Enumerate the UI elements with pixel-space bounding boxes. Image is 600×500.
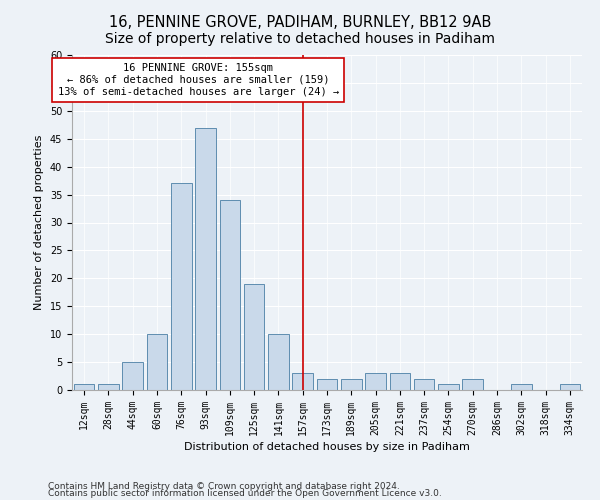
Bar xyxy=(292,373,313,390)
Bar xyxy=(341,379,362,390)
Bar xyxy=(438,384,459,390)
Bar xyxy=(244,284,265,390)
Text: Contains public sector information licensed under the Open Government Licence v3: Contains public sector information licen… xyxy=(48,490,442,498)
Bar xyxy=(414,379,434,390)
Bar xyxy=(220,200,240,390)
Bar xyxy=(268,334,289,390)
Bar xyxy=(98,384,119,390)
Y-axis label: Number of detached properties: Number of detached properties xyxy=(34,135,44,310)
Bar xyxy=(389,373,410,390)
X-axis label: Distribution of detached houses by size in Padiham: Distribution of detached houses by size … xyxy=(184,442,470,452)
Bar xyxy=(511,384,532,390)
Bar xyxy=(560,384,580,390)
Text: 16 PENNINE GROVE: 155sqm
← 86% of detached houses are smaller (159)
13% of semi-: 16 PENNINE GROVE: 155sqm ← 86% of detach… xyxy=(58,64,339,96)
Bar xyxy=(463,379,483,390)
Bar xyxy=(365,373,386,390)
Bar xyxy=(74,384,94,390)
Bar xyxy=(171,184,191,390)
Bar xyxy=(122,362,143,390)
Text: Size of property relative to detached houses in Padiham: Size of property relative to detached ho… xyxy=(105,32,495,46)
Bar xyxy=(146,334,167,390)
Bar xyxy=(195,128,216,390)
Bar xyxy=(317,379,337,390)
Text: 16, PENNINE GROVE, PADIHAM, BURNLEY, BB12 9AB: 16, PENNINE GROVE, PADIHAM, BURNLEY, BB1… xyxy=(109,15,491,30)
Text: Contains HM Land Registry data © Crown copyright and database right 2024.: Contains HM Land Registry data © Crown c… xyxy=(48,482,400,491)
